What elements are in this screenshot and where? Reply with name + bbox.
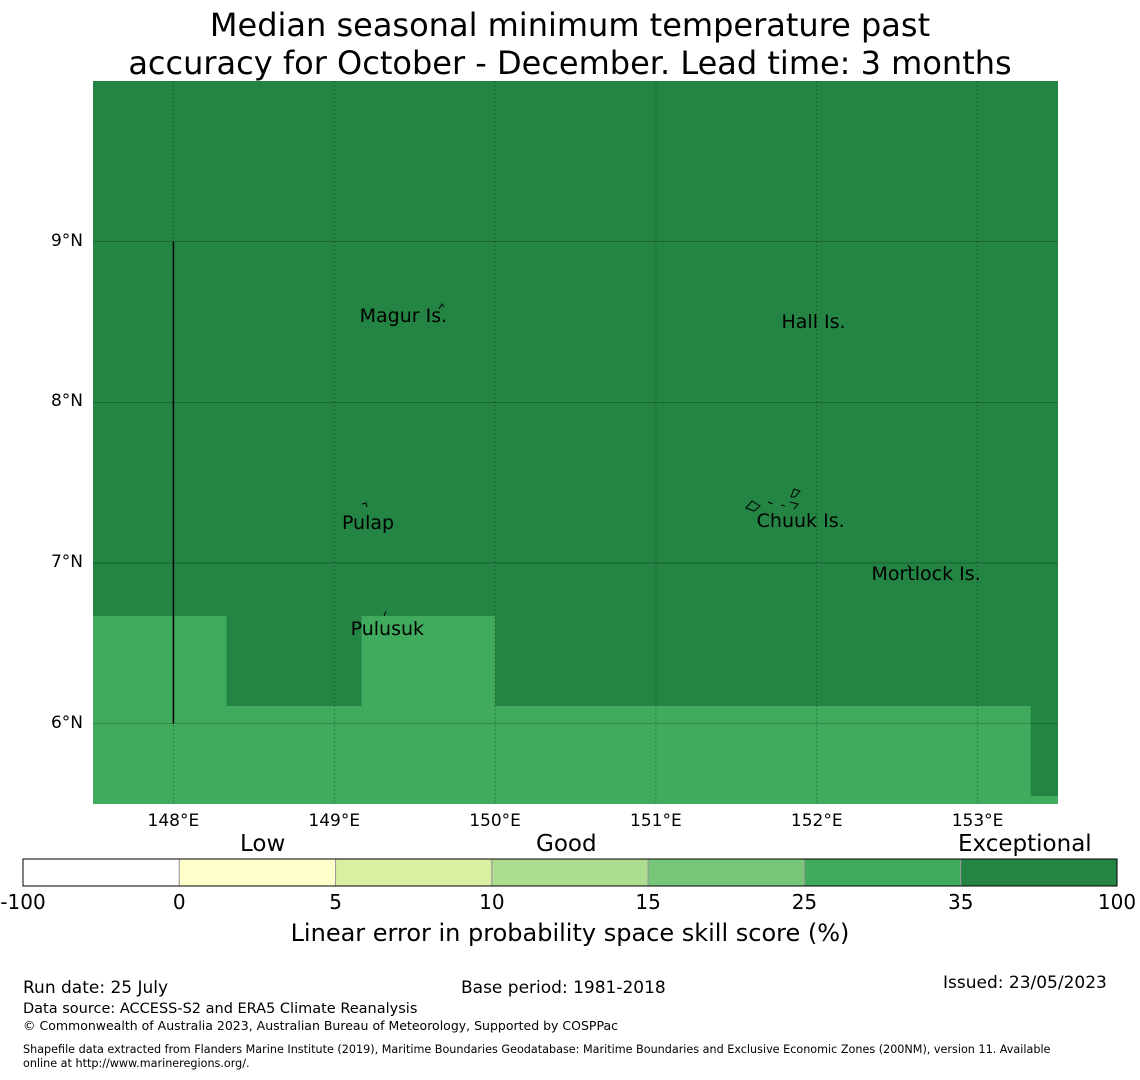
issued-date: Issued: 23/05/2023 xyxy=(943,973,1107,993)
lat-tick-label: 9°N xyxy=(50,230,83,251)
island-magur-outline xyxy=(438,303,445,310)
colorbar-bin xyxy=(22,858,180,887)
skill-region-exceptional xyxy=(93,81,1058,804)
run-date: Run date: 25 July xyxy=(23,978,169,998)
lon-tick-label: 152°E xyxy=(790,811,843,831)
island-pulusuk-outline xyxy=(383,610,387,617)
island-chuuk-outline-3 xyxy=(767,501,799,510)
colorbar-frame xyxy=(22,858,1118,887)
legend-category-exceptional: Exceptional xyxy=(958,831,1092,857)
island-mortlock-outline xyxy=(907,564,912,571)
shapefile-credit-line-2: online at http://www.marineregions.org/. xyxy=(23,1057,250,1070)
lon-tick-label: 153°E xyxy=(951,811,1004,831)
colorbar-tick-label: 0 xyxy=(172,890,186,914)
skill-region-good_high-4 xyxy=(1030,795,1058,804)
island-pulap-outline xyxy=(361,502,368,508)
lon-tick-label: 148°E xyxy=(147,811,200,831)
lat-tick-label: 8°N xyxy=(50,391,83,412)
copyright-notice: © Commonwealth of Australia 2023, Austra… xyxy=(23,1018,618,1033)
place-label: Magur Is. xyxy=(359,304,448,327)
map-plot-area xyxy=(93,81,1058,804)
colorbar-tick-label: 5 xyxy=(329,890,342,914)
title-line-1: Median seasonal minimum temperature past xyxy=(209,6,931,44)
place-label: Chuuk Is. xyxy=(756,510,845,533)
lat-tick-label: 7°N xyxy=(50,552,83,572)
colorbar-bin xyxy=(335,858,493,887)
colorbar-tick-label: 15 xyxy=(635,890,661,914)
colorbar-title: Linear error in probability space skill … xyxy=(290,919,850,947)
place-label: Pulap xyxy=(341,511,395,534)
lon-tick-label: 150°E xyxy=(469,811,521,831)
colorbar-bin xyxy=(647,858,805,887)
place-label: Mortlock Is. xyxy=(871,563,981,586)
place-label: Hall Is. xyxy=(781,311,846,333)
island-outlines xyxy=(361,303,912,617)
shapefile-credit-line-1: Shapefile data extracted from Flanders M… xyxy=(23,1043,1051,1056)
place-label: Pulusuk xyxy=(350,617,425,640)
colorbar-tick-label: 10 xyxy=(479,890,505,914)
colorbar-bin xyxy=(491,858,649,887)
legend-category-good: Good xyxy=(536,831,597,857)
base-period: Base period: 1981-2018 xyxy=(461,978,666,998)
skill-region-good_high-3 xyxy=(495,705,1031,804)
lon-tick-label: 149°E xyxy=(308,811,361,831)
colorbar-bin xyxy=(803,858,962,887)
skill-region-good_high-2 xyxy=(361,616,496,804)
colorbar-bin xyxy=(178,858,337,887)
skill-region-good_high-1 xyxy=(226,705,362,804)
colorbar-tick-label: 25 xyxy=(791,890,818,914)
title-line-2: accuracy for October - December. Lead ti… xyxy=(128,44,1012,82)
lat-tick-label: 6°N xyxy=(50,712,83,733)
data-source: Data source: ACCESS-S2 and ERA5 Climate … xyxy=(23,1001,418,1017)
lon-tick-label: 151°E xyxy=(630,811,682,831)
colorbar-tick-label: 35 xyxy=(947,890,974,914)
colorbar xyxy=(22,858,1118,887)
island-chuuk-outline-1 xyxy=(790,488,801,498)
map-title: Median seasonal minimum temperature past… xyxy=(0,6,1140,82)
colorbar-tick-label: -100 xyxy=(0,890,46,914)
colorbar-bin xyxy=(960,858,1118,887)
island-chuuk-outline-2 xyxy=(745,500,761,512)
legend-category-low: Low xyxy=(240,831,286,857)
colorbar-tick-label: 100 xyxy=(1097,890,1137,914)
skill-region-good_high-0 xyxy=(93,616,227,804)
